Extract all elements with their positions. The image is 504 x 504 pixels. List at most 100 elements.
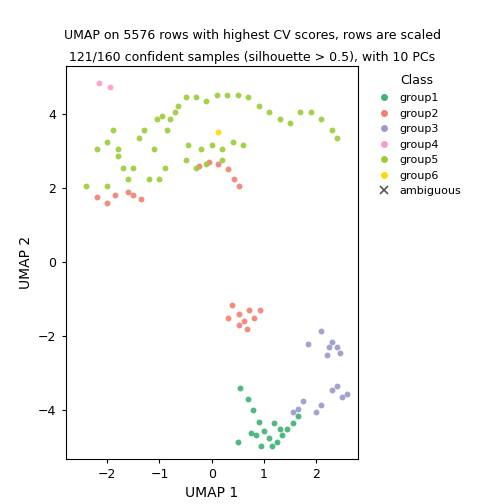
Point xyxy=(307,388,315,396)
Point xyxy=(155,174,163,182)
Point xyxy=(323,351,331,359)
Point xyxy=(214,160,222,168)
Point xyxy=(192,93,200,101)
Point xyxy=(130,163,138,171)
Point xyxy=(247,428,255,436)
Point xyxy=(223,91,231,99)
Point xyxy=(230,174,238,182)
Point xyxy=(155,182,163,190)
Point xyxy=(252,381,260,389)
Point xyxy=(130,192,138,200)
Point xyxy=(252,430,260,438)
Point xyxy=(244,93,252,101)
Point xyxy=(265,108,273,116)
Point xyxy=(338,394,346,402)
Point xyxy=(325,395,333,403)
Point xyxy=(209,213,217,221)
Point xyxy=(307,108,315,116)
Point xyxy=(323,342,331,350)
Point xyxy=(163,128,171,136)
Point xyxy=(181,156,190,164)
Point xyxy=(214,128,222,136)
Point xyxy=(228,138,236,146)
Point xyxy=(299,397,307,405)
Point xyxy=(106,83,114,91)
Point xyxy=(304,340,312,348)
Point xyxy=(256,306,264,314)
Point xyxy=(268,442,276,450)
Point xyxy=(163,127,171,135)
Point xyxy=(166,115,174,123)
Point xyxy=(195,162,203,170)
Point xyxy=(328,338,336,346)
Point xyxy=(103,199,111,207)
Point xyxy=(325,343,333,351)
Point xyxy=(289,128,297,136)
Point xyxy=(276,115,284,123)
Point xyxy=(205,158,213,166)
Point xyxy=(250,313,259,322)
Point xyxy=(346,371,354,379)
Point xyxy=(245,306,254,314)
Point xyxy=(218,145,226,153)
Point xyxy=(234,438,242,446)
Point xyxy=(328,135,336,143)
Point xyxy=(276,381,284,389)
Point xyxy=(235,182,243,190)
Point xyxy=(255,417,263,425)
Point xyxy=(192,163,200,171)
Point xyxy=(328,127,336,135)
Point xyxy=(257,442,265,450)
Point xyxy=(181,120,190,128)
Point xyxy=(197,145,205,153)
Point xyxy=(228,128,236,136)
Point xyxy=(276,425,284,433)
Point xyxy=(108,127,116,135)
Point xyxy=(108,91,116,99)
Point xyxy=(318,401,326,409)
Point xyxy=(82,182,90,190)
Point xyxy=(111,192,119,200)
Point xyxy=(239,141,247,149)
Point xyxy=(119,163,127,171)
Point xyxy=(286,388,294,396)
Point xyxy=(296,425,304,433)
Point xyxy=(184,141,192,149)
Point xyxy=(333,134,341,142)
Point xyxy=(224,165,232,173)
Point xyxy=(240,318,248,326)
X-axis label: UMAP 1: UMAP 1 xyxy=(185,486,238,500)
Point xyxy=(103,138,111,146)
Point xyxy=(218,156,226,164)
Point xyxy=(145,174,153,182)
Point xyxy=(235,310,243,318)
Point xyxy=(114,152,122,160)
Point xyxy=(174,102,182,110)
Point xyxy=(270,419,278,427)
Point xyxy=(140,127,148,135)
Point xyxy=(234,91,242,99)
Point xyxy=(244,395,252,403)
Point xyxy=(203,160,211,168)
Point xyxy=(166,178,174,186)
Point xyxy=(127,116,135,124)
Point xyxy=(265,434,273,443)
Point xyxy=(93,145,101,153)
Point xyxy=(158,111,166,119)
Text: UMAP on 5576 rows with highest CV scores, rows are scaled: UMAP on 5576 rows with highest CV scores… xyxy=(64,29,440,42)
Point xyxy=(273,438,281,446)
Point xyxy=(249,406,258,414)
Point xyxy=(286,119,294,127)
Point xyxy=(236,384,244,392)
Point xyxy=(245,174,254,182)
Point xyxy=(161,163,169,171)
Point xyxy=(203,97,211,105)
Point xyxy=(289,408,297,416)
Legend: group1, group2, group3, group4, group5, group6, ambiguous: group1, group2, group3, group4, group5, … xyxy=(369,71,464,200)
Point xyxy=(135,134,143,142)
Point xyxy=(223,128,231,136)
Point xyxy=(278,430,286,438)
Point xyxy=(260,427,268,435)
Point xyxy=(296,108,304,116)
Point xyxy=(276,440,284,448)
